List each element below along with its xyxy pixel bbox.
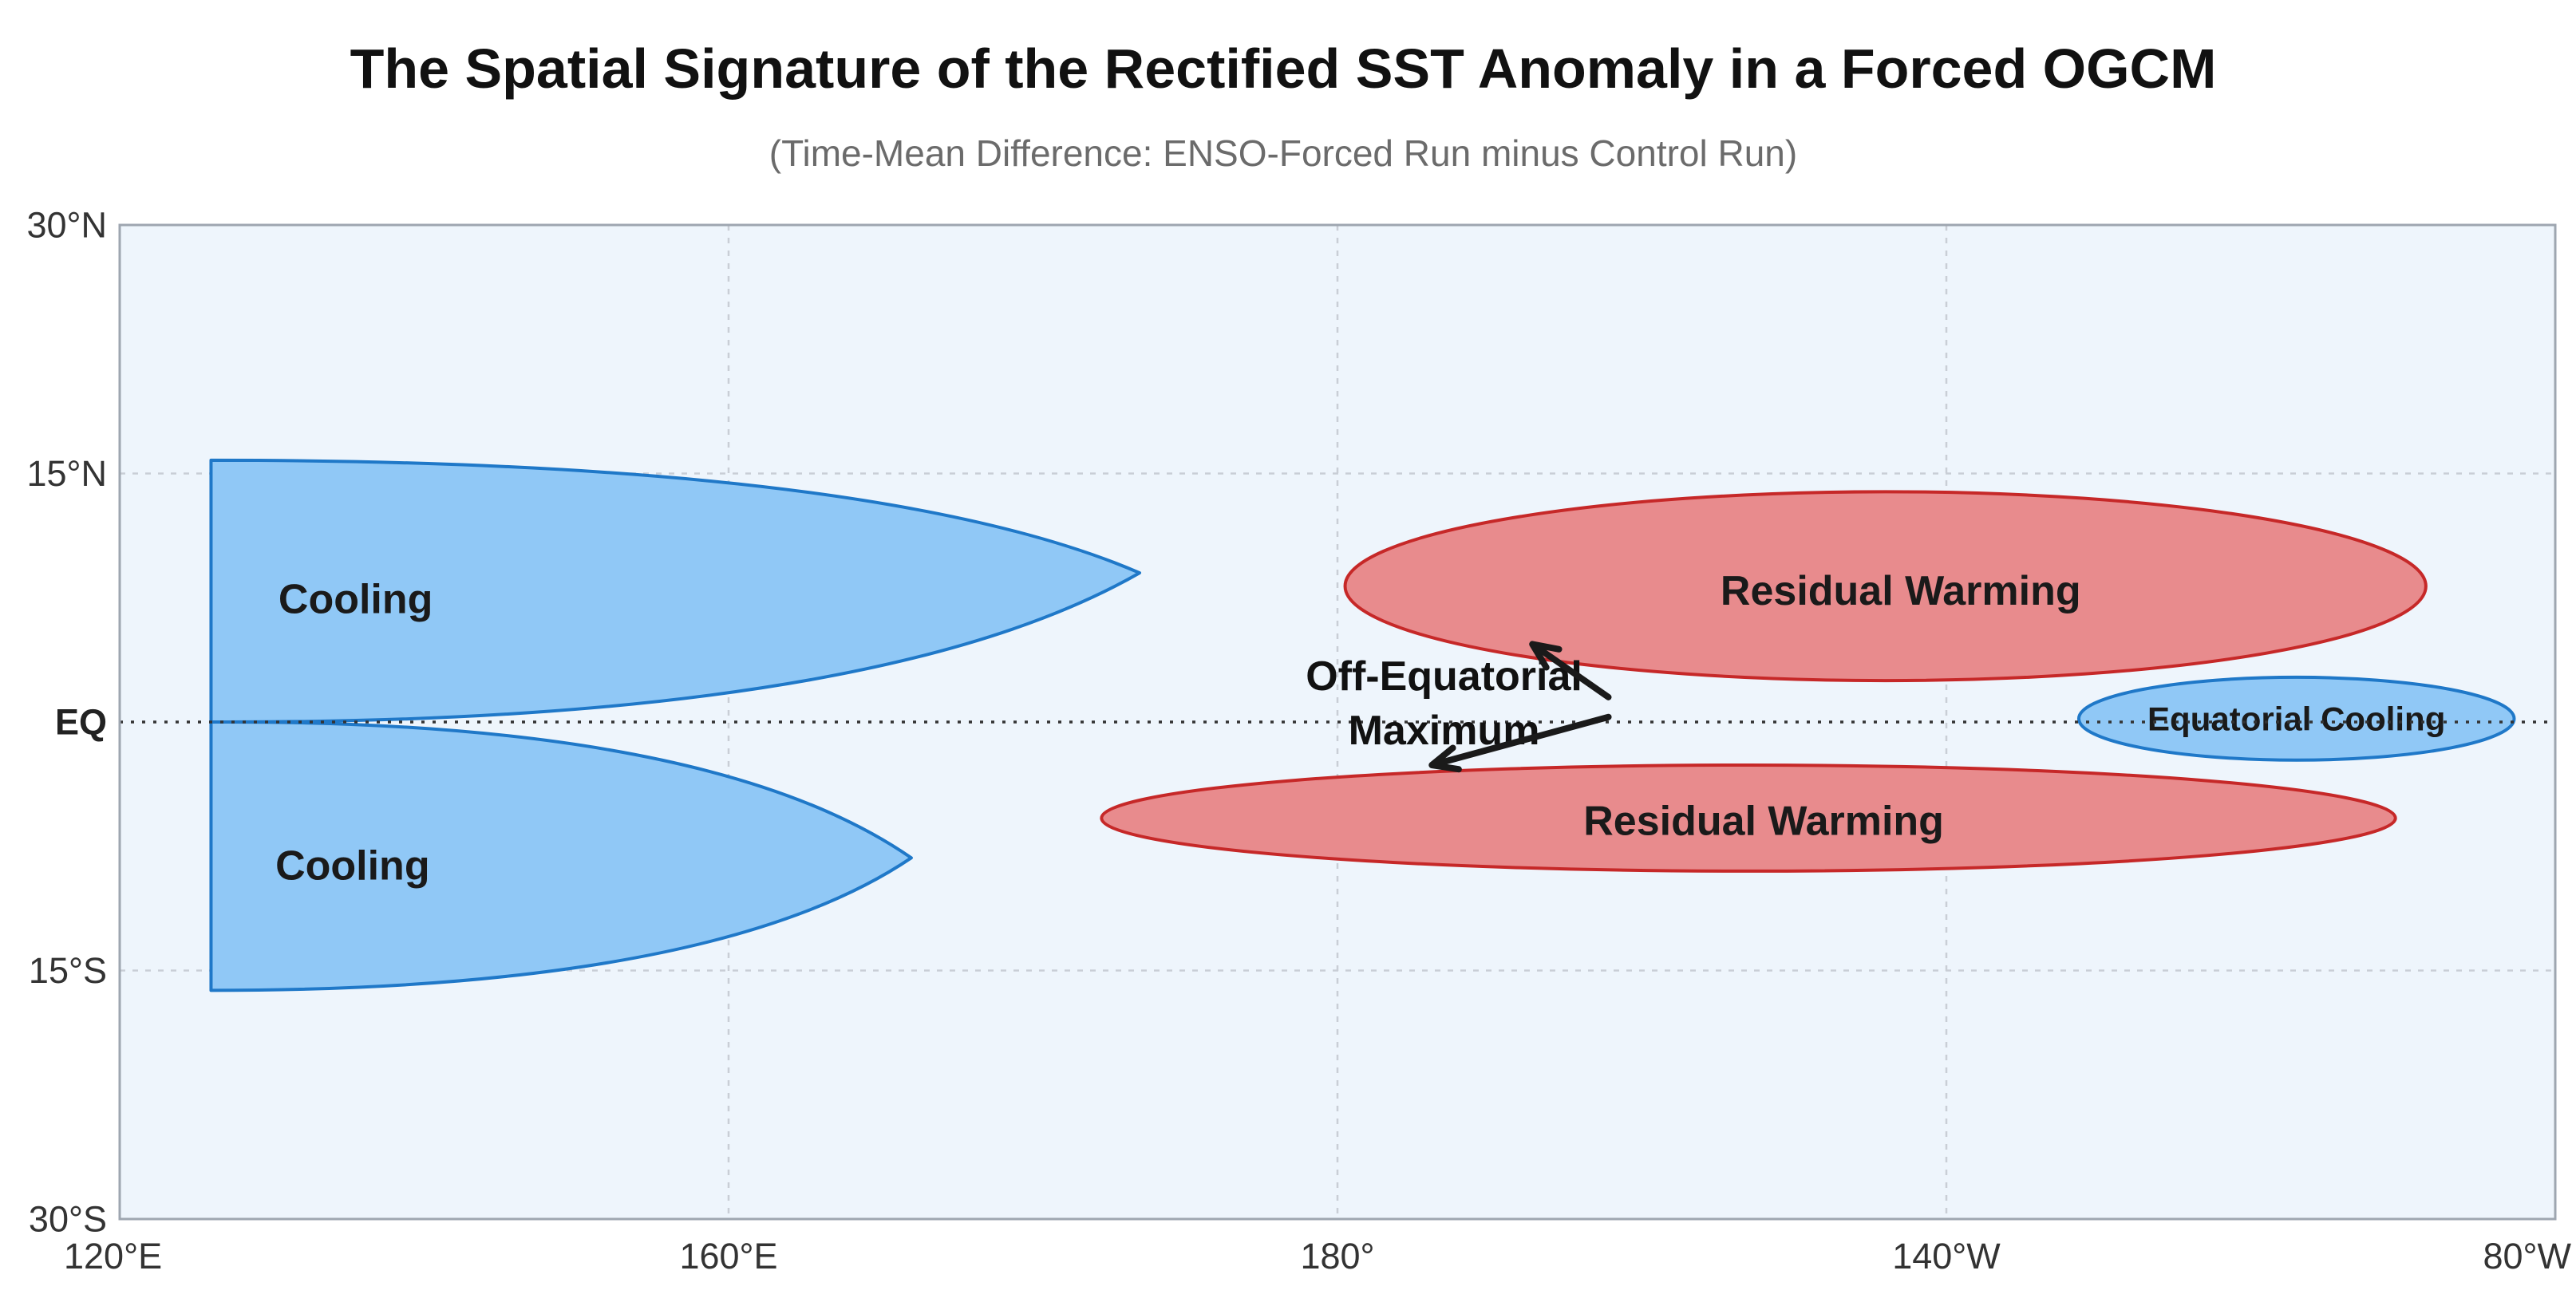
plot-frame — [118, 223, 2557, 1221]
chart-title: The Spatial Signature of the Rectified S… — [350, 37, 2217, 100]
arrow-head — [1428, 744, 1462, 773]
annotation-text: Off-Equatorial — [1306, 653, 1582, 700]
x-tick-label: 140°W — [1892, 1236, 2001, 1276]
region-label: Equatorial Cooling — [2147, 700, 2445, 737]
region-label: Cooling — [275, 843, 430, 890]
x-tick-label: 120°E — [64, 1236, 162, 1276]
cooling-region — [2076, 675, 2516, 762]
region-label: Cooling — [279, 576, 433, 622]
anomaly-regions: Cooling Cooling Residual Warming Residual W… — [120, 458, 2555, 992]
annotation-arrow — [1529, 641, 1612, 700]
region-label: Residual Warming — [1721, 568, 2081, 614]
arrow-shaft — [1436, 713, 1612, 767]
cooling-lobe — [209, 458, 1142, 724]
warming-region — [1100, 763, 2397, 873]
y-tick-label: 30°S — [29, 1199, 107, 1240]
arrow-shaft — [1535, 645, 1612, 700]
axis-ticks: 120°E 160°E 180° 140°W 80°W 30°N 15°N EQ 15°S 30°… — [26, 205, 2571, 1277]
x-tick-label: 180° — [1300, 1236, 1374, 1276]
y-tick-label: EQ — [55, 702, 107, 743]
y-tick-label: 15°N — [26, 453, 107, 494]
chart-subtitle: (Time-Mean Difference: ENSO-Forced Run m… — [769, 132, 1797, 174]
y-tick-label: 30°N — [26, 205, 107, 246]
cooling-lobe — [209, 720, 913, 992]
arrow-head — [1529, 641, 1563, 671]
annotation-text: Maximum — [1349, 708, 1540, 754]
warming-region — [1343, 490, 2428, 683]
grid — [120, 225, 2555, 1219]
annotation-arrow — [1428, 713, 1612, 773]
annotation: Off-Equatorial Maximum — [1306, 641, 1612, 773]
region-label: Residual Warming — [1583, 799, 1944, 845]
x-tick-label: 160°E — [679, 1236, 777, 1276]
y-tick-label: 15°S — [29, 950, 107, 991]
x-tick-label: 80°W — [2483, 1236, 2571, 1276]
